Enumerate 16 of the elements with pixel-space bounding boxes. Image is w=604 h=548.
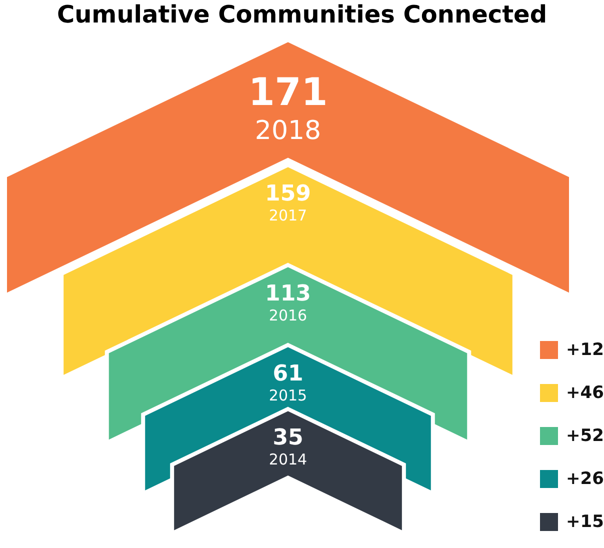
text: +12 (566, 340, 604, 360)
data-label: 113 (265, 282, 311, 307)
data-label: 61 (272, 362, 304, 387)
text: Cumulative Communities Connected (56, 0, 548, 29)
text: +15 (566, 512, 604, 532)
data-label: 35 (272, 426, 304, 451)
text: +46 (566, 383, 604, 403)
text: +52 (566, 426, 604, 446)
category-label: 2014 (268, 450, 308, 468)
data-label: 159 (265, 182, 311, 207)
category-label: 2015 (268, 386, 308, 404)
category-label: 2016 (268, 306, 308, 324)
category-label: 2018 (254, 116, 322, 146)
text: +26 (566, 469, 604, 489)
data-label: 171 (248, 70, 328, 114)
category-label: 2017 (268, 206, 308, 224)
